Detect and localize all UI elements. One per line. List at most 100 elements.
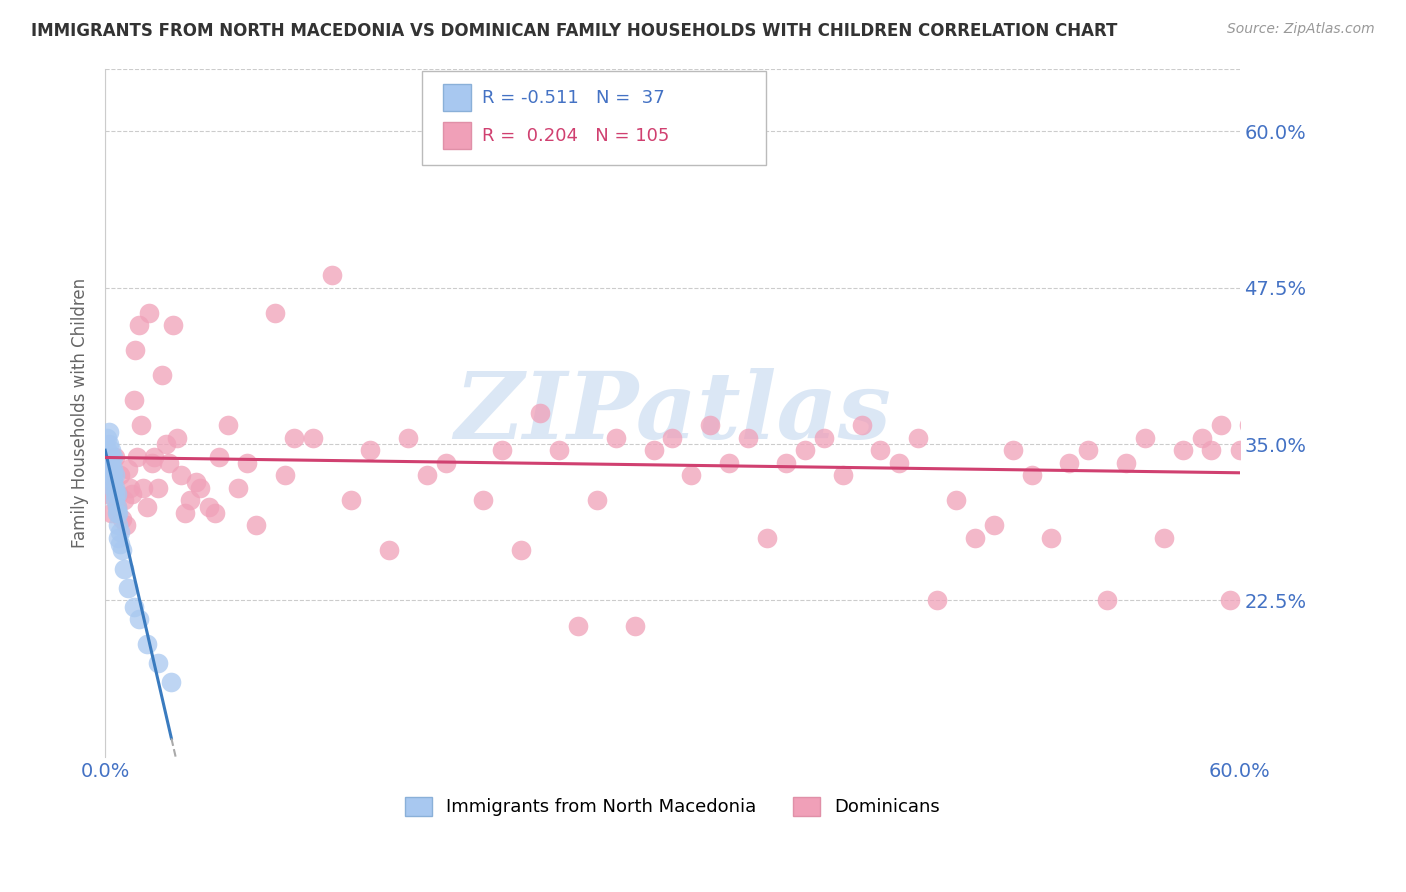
Point — [107, 506, 129, 520]
Point — [1323, 418, 1346, 433]
Point — [98, 437, 121, 451]
Legend: Immigrants from North Macedonia, Dominicans: Immigrants from North Macedonia, Dominic… — [398, 789, 948, 823]
Point — [129, 418, 152, 433]
Point — [146, 481, 169, 495]
Point — [415, 468, 437, 483]
Point — [302, 431, 325, 445]
Point — [101, 462, 124, 476]
Point — [104, 481, 127, 495]
Point — [115, 518, 138, 533]
Point — [100, 443, 122, 458]
Point — [548, 443, 571, 458]
Point — [117, 581, 139, 595]
Point — [963, 531, 986, 545]
Point — [1237, 418, 1260, 433]
Point — [96, 450, 118, 464]
Point — [755, 531, 778, 545]
Text: Source: ZipAtlas.com: Source: ZipAtlas.com — [1227, 22, 1375, 37]
Point — [107, 531, 129, 545]
Point — [111, 543, 134, 558]
Point — [793, 443, 815, 458]
Point — [118, 481, 141, 495]
Point — [1275, 468, 1298, 483]
Point — [100, 450, 122, 464]
Point — [699, 418, 721, 433]
Point — [100, 468, 122, 483]
Point — [208, 450, 231, 464]
Point — [567, 618, 589, 632]
Point — [718, 456, 741, 470]
Point — [135, 500, 157, 514]
Point — [264, 305, 287, 319]
Point — [907, 431, 929, 445]
Point — [104, 493, 127, 508]
Point — [107, 487, 129, 501]
Point — [226, 481, 249, 495]
Point — [98, 462, 121, 476]
Point — [159, 456, 181, 470]
Point — [132, 481, 155, 495]
Point — [101, 475, 124, 489]
Point — [491, 443, 513, 458]
Point — [104, 450, 127, 464]
Point — [661, 431, 683, 445]
Point — [105, 487, 128, 501]
Point — [453, 130, 475, 145]
Text: R = -0.511   N =  37: R = -0.511 N = 37 — [482, 89, 665, 107]
Point — [111, 512, 134, 526]
Point — [162, 318, 184, 332]
Point — [274, 468, 297, 483]
Point — [105, 500, 128, 514]
Point — [1257, 431, 1279, 445]
Text: ZIPatlas: ZIPatlas — [454, 368, 891, 458]
Point — [112, 562, 135, 576]
Point — [128, 612, 150, 626]
Point — [101, 475, 124, 489]
Point — [101, 450, 124, 464]
Point — [141, 456, 163, 470]
Point — [122, 599, 145, 614]
Point — [472, 493, 495, 508]
Point — [160, 674, 183, 689]
Point — [236, 456, 259, 470]
Point — [643, 443, 665, 458]
Point — [889, 456, 911, 470]
Point — [775, 456, 797, 470]
Point — [983, 518, 1005, 533]
Point — [1219, 593, 1241, 607]
Point — [110, 468, 132, 483]
Point — [124, 343, 146, 358]
Point — [122, 393, 145, 408]
Point — [396, 431, 419, 445]
Point — [127, 450, 149, 464]
Point — [851, 418, 873, 433]
Point — [110, 537, 132, 551]
Point — [100, 462, 122, 476]
Point — [105, 500, 128, 514]
Point — [1303, 431, 1326, 445]
Point — [340, 493, 363, 508]
Point — [1021, 468, 1043, 483]
Point — [184, 475, 207, 489]
Point — [283, 431, 305, 445]
Point — [173, 506, 195, 520]
Point — [813, 431, 835, 445]
Point — [107, 518, 129, 533]
Point — [166, 431, 188, 445]
Point — [1191, 431, 1213, 445]
Point — [1039, 531, 1062, 545]
Point — [101, 468, 124, 483]
Point — [1001, 443, 1024, 458]
Point — [96, 487, 118, 501]
Point — [1267, 356, 1289, 370]
Point — [204, 506, 226, 520]
Point — [245, 518, 267, 533]
Text: IMMIGRANTS FROM NORTH MACEDONIA VS DOMINICAN FAMILY HOUSEHOLDS WITH CHILDREN COR: IMMIGRANTS FROM NORTH MACEDONIA VS DOMIN… — [31, 22, 1118, 40]
Point — [117, 462, 139, 476]
Point — [155, 437, 177, 451]
Point — [135, 637, 157, 651]
Point — [146, 656, 169, 670]
Point — [1201, 443, 1223, 458]
Point — [1115, 456, 1137, 470]
Point — [96, 431, 118, 445]
